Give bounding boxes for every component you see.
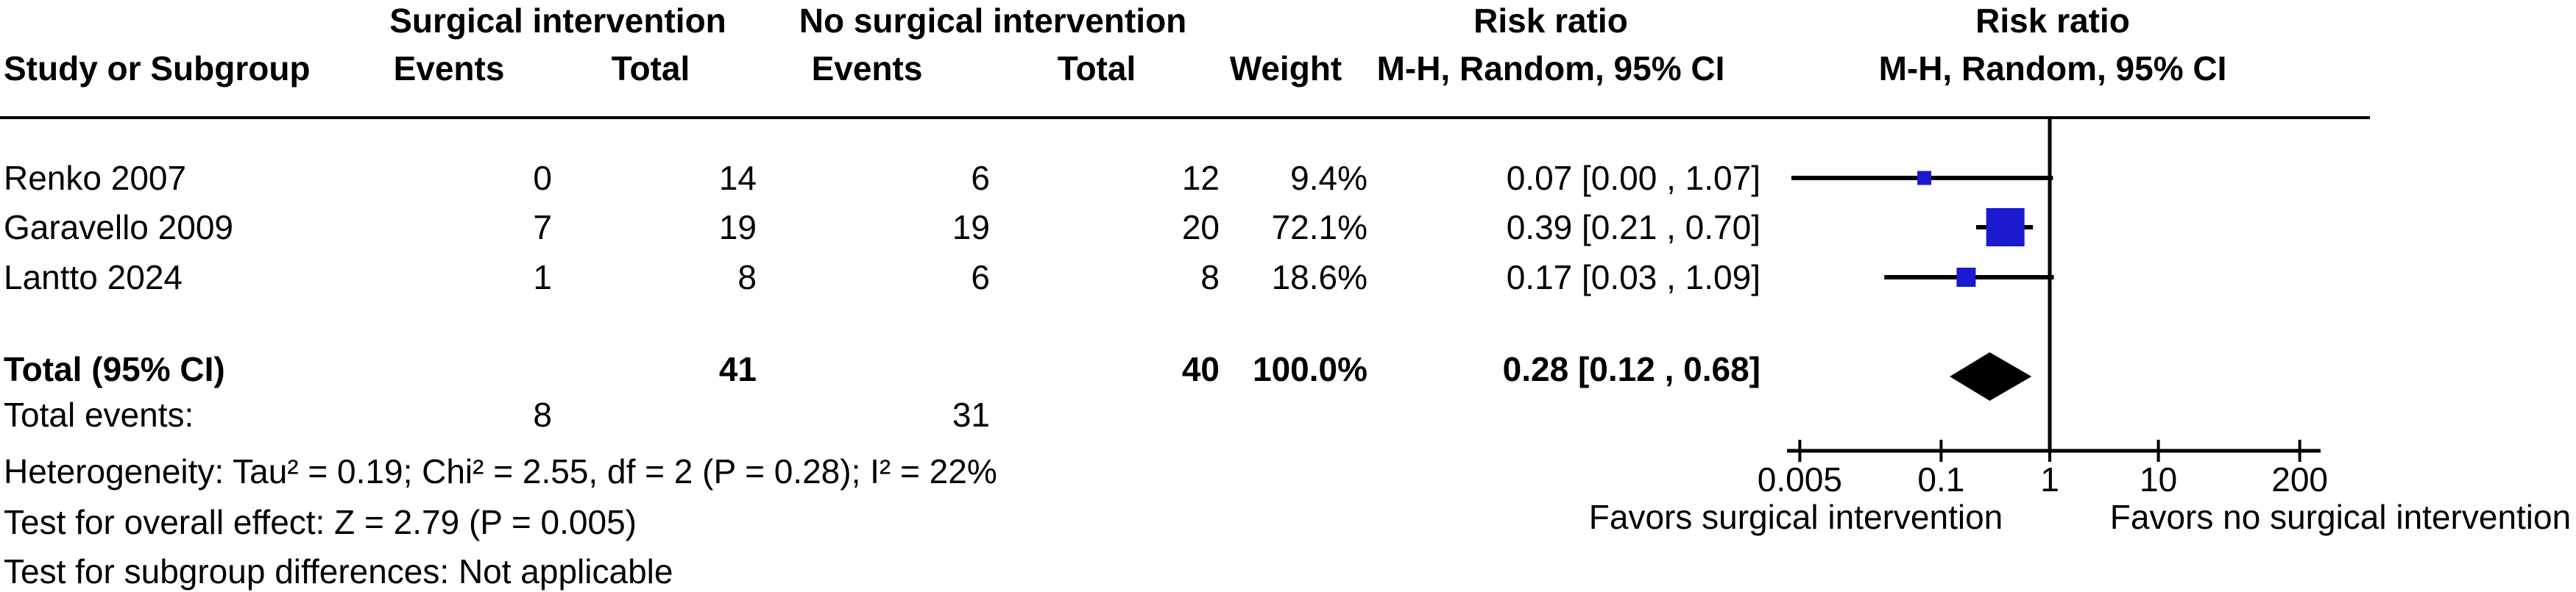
study-weight: 9.4%	[1290, 159, 1367, 197]
col-events2-header: Events	[811, 49, 923, 88]
col-risk-ratio-plot-header: Risk ratio	[1975, 1, 2130, 40]
col-weight-header: Weight	[1229, 49, 1342, 88]
total-events1: 8	[533, 396, 552, 434]
col-group-surgical-header: Surgical intervention	[389, 1, 726, 40]
axis-tick-label: 200	[2271, 460, 2328, 499]
col-mh-ci-text-header: M-H, Random, 95% CI	[1376, 49, 1725, 88]
study-label: Lantto 2024	[4, 258, 183, 296]
axis-tick	[2048, 440, 2051, 462]
total-total2: 40	[1181, 350, 1220, 388]
axis-tick-label: 0.005	[1758, 460, 1842, 499]
col-total1-header: Total	[611, 49, 690, 88]
study-events2: 6	[971, 258, 990, 296]
favors-left-label: Favors surgical intervention	[1588, 498, 2003, 536]
total-label: Total (95% CI)	[4, 350, 225, 388]
study-total2: 20	[1181, 208, 1220, 246]
study-events1: 1	[533, 258, 552, 296]
col-risk-ratio-text-header: Risk ratio	[1473, 1, 1628, 40]
axis-tick-label: 10	[2140, 460, 2177, 499]
axis-tick	[1939, 440, 1943, 462]
study-weight: 72.1%	[1271, 208, 1367, 246]
total-weight: 100.0%	[1252, 350, 1367, 388]
overall-effect-text: Test for overall effect: Z = 2.79 (P = 0…	[4, 503, 637, 541]
study-events1: 0	[533, 159, 552, 197]
x-axis-line	[1787, 449, 2321, 453]
col-events1-header: Events	[393, 49, 505, 88]
study-ci-text: 0.17 [0.03 , 1.09]	[1506, 258, 1761, 296]
study-events2: 6	[971, 159, 990, 197]
total-total1: 41	[718, 350, 757, 388]
effect-square	[1917, 171, 1932, 185]
total-events2: 31	[952, 396, 990, 434]
axis-tick-label: 1	[2040, 460, 2059, 499]
study-total1: 14	[718, 159, 757, 197]
total-diamond	[1950, 352, 2032, 401]
study-total2: 8	[1200, 258, 1220, 296]
total-events-label: Total events:	[4, 396, 194, 434]
total-ci-text: 0.28 [0.12 , 0.68]	[1502, 350, 1761, 388]
axis-tick	[2156, 440, 2160, 462]
col-study-header: Study or Subgroup	[4, 49, 311, 88]
effect-square	[1986, 208, 2025, 246]
favors-right-label: Favors no surgical intervention	[2109, 498, 2572, 536]
heterogeneity-text: Heterogeneity: Tau² = 0.19; Chi² = 2.55,…	[4, 452, 997, 491]
col-mh-ci-plot-header: M-H, Random, 95% CI	[1878, 49, 2227, 88]
study-ci-text: 0.07 [0.00 , 1.07]	[1506, 159, 1761, 197]
col-group-no-surgical-header: No surgical intervention	[799, 1, 1187, 40]
study-label: Renko 2007	[4, 159, 187, 197]
null-effect-line	[2048, 118, 2052, 453]
axis-tick	[1798, 440, 1802, 462]
axis-tick-label: 0.1	[1917, 460, 1964, 499]
study-events1: 7	[533, 208, 552, 246]
study-weight: 18.6%	[1271, 258, 1367, 296]
study-total2: 12	[1181, 159, 1220, 197]
study-events2: 19	[952, 208, 990, 246]
study-total1: 19	[718, 208, 757, 246]
subgroup-differences-text: Test for subgroup differences: Not appli…	[4, 552, 673, 591]
study-ci-text: 0.39 [0.21 , 0.70]	[1506, 208, 1761, 246]
axis-tick	[2298, 440, 2301, 462]
header-divider-line	[0, 116, 2370, 119]
study-label: Garavello 2009	[4, 208, 233, 246]
study-total1: 8	[737, 258, 757, 296]
col-total2-header: Total	[1057, 49, 1136, 88]
effect-square	[1956, 268, 1976, 287]
